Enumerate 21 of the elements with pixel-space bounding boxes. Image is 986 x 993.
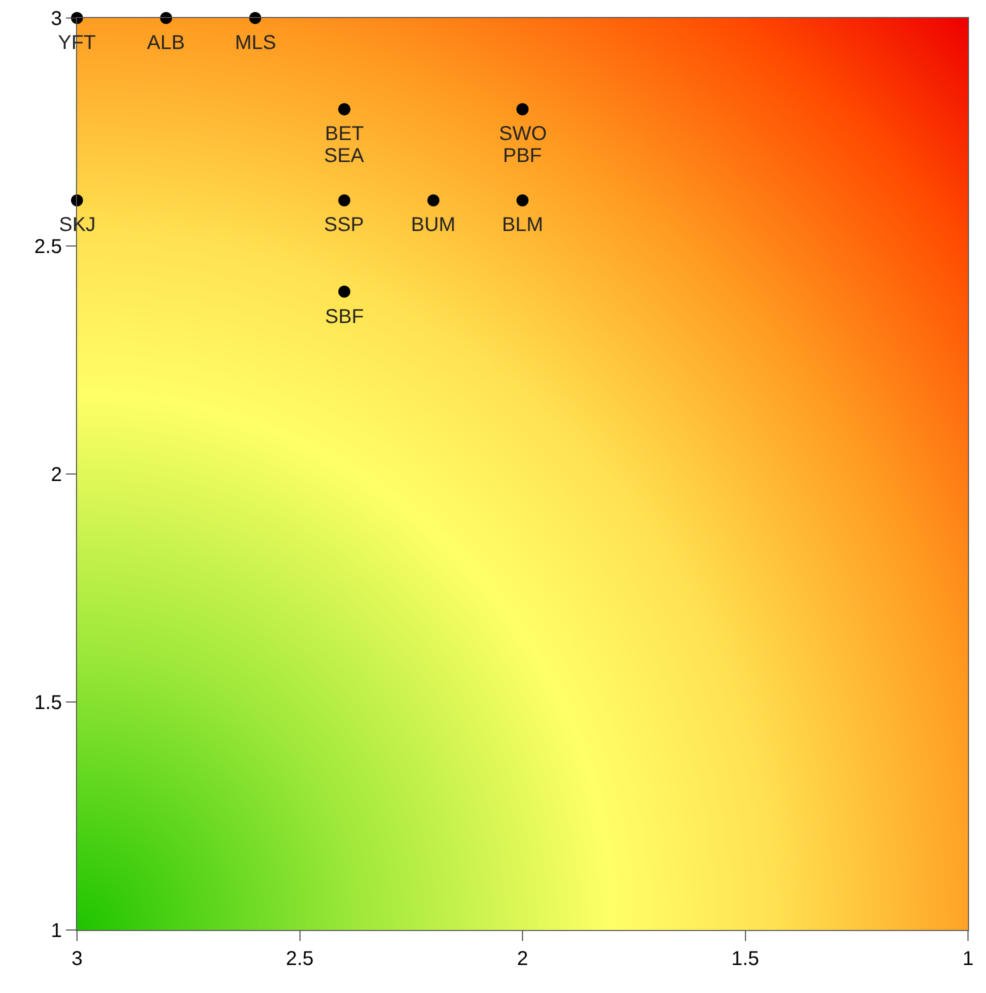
y-tick-label: 2.5	[34, 236, 62, 258]
annotation: PBF	[503, 145, 542, 167]
x-tick-label: 3	[71, 948, 83, 970]
x-tick-label: 1.5	[731, 948, 760, 970]
annotation: BET	[325, 123, 364, 145]
annotation: SBF	[325, 306, 364, 328]
annotation: ALB	[147, 32, 185, 54]
y-tick-label: 1.5	[34, 692, 62, 714]
annotation: SWO	[499, 123, 547, 145]
x-tick-label: 2	[516, 948, 528, 970]
annotation: BLM	[502, 214, 544, 236]
annotation: SEA	[324, 145, 365, 167]
x-tick-label: 2.5	[286, 948, 314, 970]
y-tick-label: 1	[50, 920, 62, 942]
annotation: BUM	[411, 214, 456, 236]
annotation: MLS	[235, 32, 276, 54]
x-tick-label: 1	[962, 948, 974, 970]
y-tick-label: 2	[50, 464, 62, 486]
annotation: YFT	[58, 32, 96, 54]
y-tick-label: 3	[50, 8, 62, 30]
annotation: SSP	[324, 214, 364, 236]
